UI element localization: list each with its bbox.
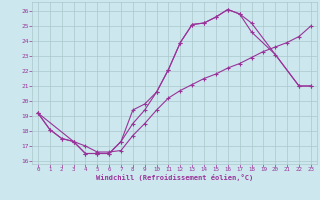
X-axis label: Windchill (Refroidissement éolien,°C): Windchill (Refroidissement éolien,°C) [96,174,253,181]
